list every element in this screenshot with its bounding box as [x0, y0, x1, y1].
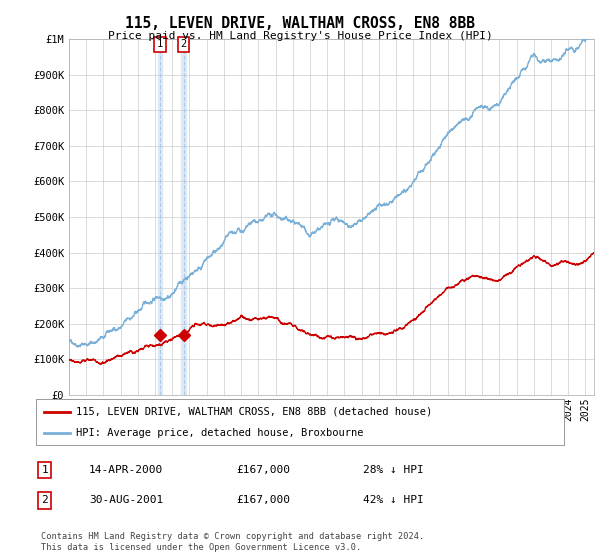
- Text: 42% ↓ HPI: 42% ↓ HPI: [364, 496, 424, 506]
- Text: 2: 2: [181, 39, 187, 49]
- Text: 30-AUG-2001: 30-AUG-2001: [89, 496, 163, 506]
- Text: £167,000: £167,000: [236, 496, 290, 506]
- Text: 1: 1: [41, 465, 48, 475]
- Bar: [181, 39, 186, 395]
- Text: 2: 2: [41, 496, 48, 506]
- Text: HPI: Average price, detached house, Broxbourne: HPI: Average price, detached house, Brox…: [76, 428, 363, 438]
- Text: Price paid vs. HM Land Registry's House Price Index (HPI): Price paid vs. HM Land Registry's House …: [107, 31, 493, 41]
- Text: 115, LEVEN DRIVE, WALTHAM CROSS, EN8 8BB: 115, LEVEN DRIVE, WALTHAM CROSS, EN8 8BB: [125, 16, 475, 31]
- Text: 115, LEVEN DRIVE, WALTHAM CROSS, EN8 8BB (detached house): 115, LEVEN DRIVE, WALTHAM CROSS, EN8 8BB…: [76, 407, 432, 417]
- Bar: [158, 39, 162, 395]
- Text: 1: 1: [157, 39, 163, 49]
- Text: 28% ↓ HPI: 28% ↓ HPI: [364, 465, 424, 475]
- Text: Contains HM Land Registry data © Crown copyright and database right 2024.
This d: Contains HM Land Registry data © Crown c…: [41, 532, 425, 552]
- Text: £167,000: £167,000: [236, 465, 290, 475]
- Text: 14-APR-2000: 14-APR-2000: [89, 465, 163, 475]
